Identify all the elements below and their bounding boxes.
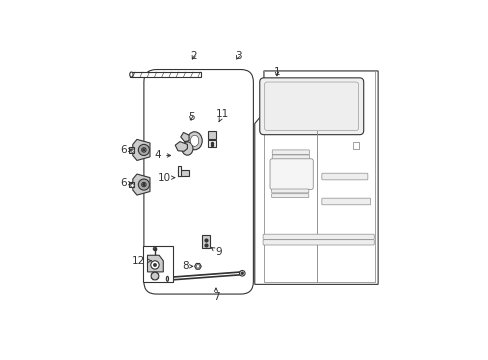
- Polygon shape: [194, 264, 201, 269]
- Text: 6: 6: [120, 178, 132, 188]
- Text: 12: 12: [131, 256, 151, 266]
- Bar: [128, 182, 133, 187]
- Circle shape: [153, 247, 156, 251]
- FancyBboxPatch shape: [264, 82, 358, 131]
- Bar: [352, 143, 359, 149]
- FancyBboxPatch shape: [143, 69, 253, 294]
- FancyBboxPatch shape: [259, 78, 363, 135]
- Text: 8: 8: [182, 261, 192, 271]
- FancyBboxPatch shape: [271, 189, 308, 193]
- Circle shape: [142, 183, 146, 187]
- Bar: [142, 246, 173, 282]
- Polygon shape: [133, 139, 150, 161]
- Text: 4: 4: [154, 150, 170, 161]
- Polygon shape: [175, 141, 187, 151]
- Ellipse shape: [129, 72, 133, 77]
- FancyBboxPatch shape: [269, 159, 313, 190]
- Text: 11: 11: [216, 109, 229, 122]
- FancyBboxPatch shape: [321, 173, 367, 180]
- Text: 2: 2: [190, 51, 197, 61]
- Circle shape: [196, 265, 199, 268]
- Text: 6: 6: [120, 145, 132, 155]
- Text: 1: 1: [273, 67, 280, 77]
- FancyBboxPatch shape: [272, 155, 309, 159]
- Circle shape: [151, 272, 159, 280]
- Polygon shape: [254, 71, 377, 284]
- FancyBboxPatch shape: [272, 150, 309, 155]
- Circle shape: [142, 184, 145, 186]
- Ellipse shape: [182, 142, 193, 155]
- Circle shape: [138, 144, 149, 156]
- Bar: [130, 72, 200, 77]
- Polygon shape: [181, 132, 189, 141]
- Polygon shape: [264, 71, 375, 282]
- FancyBboxPatch shape: [271, 194, 308, 198]
- Circle shape: [142, 149, 145, 151]
- Bar: [208, 131, 216, 139]
- Bar: [178, 166, 181, 176]
- Circle shape: [150, 261, 159, 269]
- Circle shape: [142, 148, 146, 152]
- Text: 10: 10: [158, 173, 174, 183]
- Bar: [202, 235, 210, 248]
- Polygon shape: [133, 174, 150, 195]
- Polygon shape: [147, 255, 163, 272]
- Bar: [208, 140, 216, 147]
- FancyBboxPatch shape: [263, 234, 373, 239]
- Circle shape: [138, 179, 149, 190]
- Ellipse shape: [166, 276, 168, 281]
- FancyBboxPatch shape: [263, 240, 373, 245]
- Text: 3: 3: [234, 51, 241, 61]
- Text: 9: 9: [211, 247, 222, 257]
- Text: 7: 7: [212, 288, 219, 302]
- Bar: [178, 170, 188, 176]
- Bar: [128, 147, 133, 153]
- FancyBboxPatch shape: [321, 198, 370, 205]
- Circle shape: [153, 263, 156, 267]
- Circle shape: [239, 270, 244, 276]
- Circle shape: [241, 272, 243, 275]
- Ellipse shape: [190, 135, 198, 146]
- Text: 5: 5: [187, 112, 194, 122]
- Ellipse shape: [186, 132, 202, 150]
